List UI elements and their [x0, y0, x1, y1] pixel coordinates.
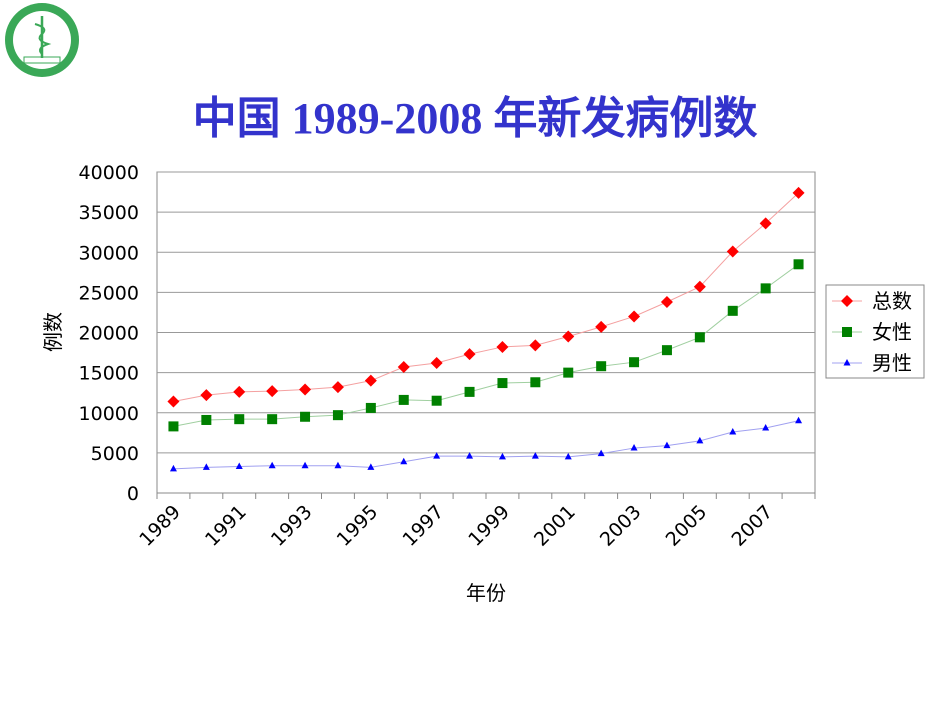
- data-point: [726, 245, 739, 258]
- data-point: [628, 310, 641, 323]
- data-point: [694, 332, 705, 343]
- data-point: [433, 452, 441, 459]
- x-tick-label: 2001: [530, 501, 580, 551]
- data-point: [268, 461, 276, 469]
- legend-marker: [842, 327, 852, 337]
- data-point: [430, 356, 443, 369]
- legend-label: 女性: [872, 320, 912, 344]
- legend-marker: [843, 359, 851, 366]
- data-point: [661, 345, 672, 356]
- data-point: [630, 444, 638, 451]
- x-tick-label: 2005: [662, 501, 712, 551]
- y-tick-label: 25000: [79, 282, 139, 304]
- y-tick-label: 15000: [79, 363, 139, 385]
- x-tick-label: 1995: [333, 501, 383, 551]
- data-point: [464, 386, 475, 397]
- data-point: [629, 357, 640, 368]
- data-point: [498, 452, 506, 460]
- data-point: [529, 339, 542, 352]
- data-point: [367, 463, 375, 470]
- data-point: [792, 186, 805, 199]
- hospital-logo: [5, 3, 79, 77]
- y-tick-label: 0: [127, 483, 139, 505]
- data-point: [398, 394, 409, 405]
- data-point: [266, 385, 279, 398]
- data-point: [563, 367, 574, 378]
- y-tick-label: 20000: [79, 323, 139, 345]
- data-point: [660, 296, 673, 309]
- y-tick-label: 40000: [79, 162, 139, 184]
- x-tick-label: 1993: [267, 501, 317, 551]
- data-point: [167, 395, 180, 408]
- data-point: [497, 378, 508, 389]
- data-point: [562, 330, 575, 343]
- data-point: [234, 414, 245, 425]
- data-point: [201, 414, 212, 425]
- x-tick-label: 1989: [135, 501, 185, 551]
- data-point: [727, 305, 738, 316]
- data-point: [365, 402, 376, 413]
- data-point: [595, 320, 608, 333]
- y-axis-label: 例数: [41, 312, 65, 352]
- data-point: [564, 452, 572, 460]
- data-point: [169, 464, 177, 472]
- data-point: [696, 436, 704, 444]
- data-point: [364, 374, 377, 387]
- data-point: [235, 462, 243, 470]
- data-point: [793, 259, 804, 270]
- data-point: [663, 441, 671, 449]
- x-tick-label: 1991: [201, 501, 251, 551]
- legend-marker: [841, 295, 853, 307]
- data-point: [463, 348, 476, 361]
- data-point: [795, 416, 803, 424]
- legend-label: 总数: [872, 289, 912, 313]
- data-point: [397, 361, 410, 374]
- data-point: [202, 463, 210, 470]
- data-point: [334, 461, 342, 469]
- data-point: [331, 381, 344, 394]
- data-point: [759, 217, 772, 230]
- data-point: [762, 423, 770, 431]
- y-tick-label: 5000: [91, 443, 139, 465]
- data-point: [597, 449, 605, 457]
- x-tick-label: 2003: [596, 501, 646, 551]
- x-axis-label: 年份: [466, 581, 506, 605]
- data-point: [301, 461, 309, 469]
- data-point: [466, 452, 474, 459]
- data-point: [200, 389, 213, 402]
- legend-label: 男性: [872, 351, 912, 375]
- data-point: [530, 377, 541, 388]
- y-tick-label: 10000: [79, 403, 139, 425]
- data-point: [496, 340, 509, 353]
- y-tick-label: 30000: [79, 242, 139, 264]
- series-line-1: [173, 263, 799, 427]
- data-point: [596, 361, 607, 372]
- data-point: [332, 410, 343, 421]
- page-title: 中国 1989-2008 年新发病例数: [192, 94, 758, 143]
- y-tick-label: 35000: [79, 202, 139, 224]
- data-point: [760, 283, 771, 294]
- data-point: [267, 414, 278, 425]
- data-point: [693, 280, 706, 293]
- x-tick-label: 1997: [398, 501, 448, 551]
- x-tick-label: 1999: [464, 501, 514, 551]
- data-point: [300, 411, 311, 422]
- data-point: [431, 395, 442, 406]
- data-point: [168, 421, 179, 432]
- data-point: [531, 452, 539, 459]
- x-tick-label: 2007: [727, 501, 777, 551]
- series-line-2: [173, 420, 799, 470]
- data-point: [233, 385, 246, 398]
- data-point: [729, 428, 737, 435]
- data-point: [400, 457, 408, 465]
- data-point: [299, 383, 312, 396]
